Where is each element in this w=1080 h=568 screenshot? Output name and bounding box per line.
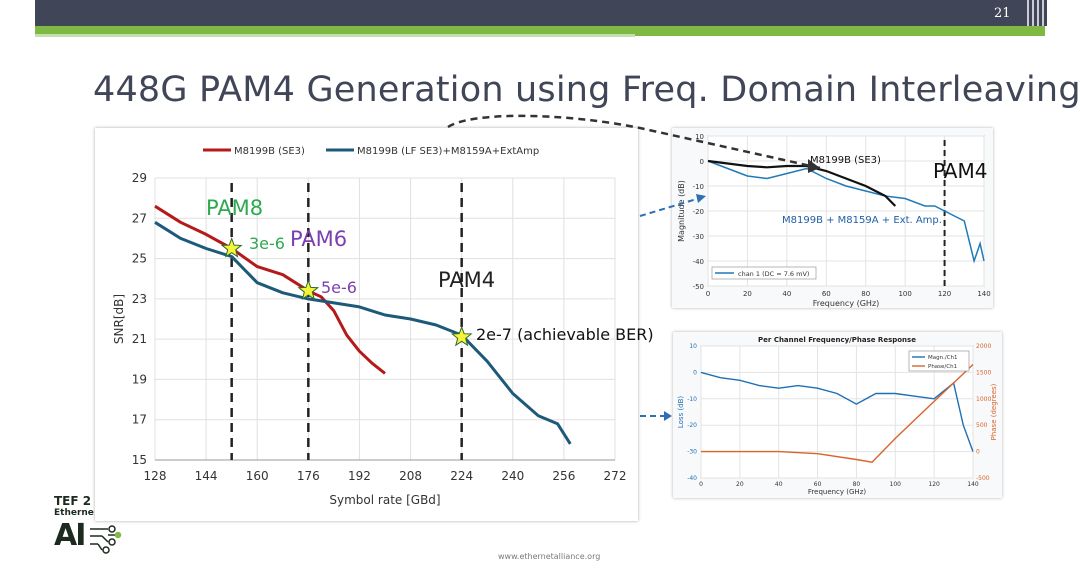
x-tick-label: 144 <box>195 469 218 483</box>
x-tick-label: 176 <box>297 469 320 483</box>
legend-label: M8199B (LF SE3)+M8159A+ExtAmp <box>357 146 539 157</box>
y2-tick-label: 500 <box>976 422 988 429</box>
y-tick-label: 21 <box>132 332 147 346</box>
green-accent-underline <box>35 34 635 37</box>
pam4-label: PAM4 <box>438 268 496 292</box>
y-tick-label: 19 <box>132 372 147 386</box>
y-tick-label: -20 <box>687 422 697 429</box>
pam6-label: PAM6 <box>290 227 348 251</box>
x-tick-label: 20 <box>736 481 744 488</box>
y-tick-label: 0 <box>700 158 704 166</box>
x-tick-label: 140 <box>977 290 990 298</box>
ber-star-marker <box>220 237 243 258</box>
y-tick-label: 0 <box>693 369 697 376</box>
legend-label: chan 1 (DC = 7.6 mV) <box>738 270 809 278</box>
footer-url: www.ethernetalliance.org <box>498 552 601 561</box>
x-tick-label: 60 <box>822 290 831 298</box>
x-tick-label: 80 <box>853 481 861 488</box>
x-tick-label: 192 <box>348 469 371 483</box>
legend-label: M8199B (SE3) <box>234 146 305 157</box>
y-axis-label: SNR[dB] <box>112 294 126 344</box>
y-tick-label: -50 <box>693 283 704 291</box>
x-tick-label: 20 <box>743 290 752 298</box>
ber-star-marker <box>297 279 320 301</box>
x-tick-label: 0 <box>706 290 710 298</box>
x-tick-label: 208 <box>399 469 422 483</box>
x-tick-label: 272 <box>604 469 627 483</box>
y-tick-label: 25 <box>132 252 147 266</box>
arrow-to-phase-head <box>664 411 672 421</box>
ber-pam4-label: 2e-7 (achievable BER) <box>476 325 654 344</box>
y-tick-label: 23 <box>132 292 147 306</box>
chart-title: Per Channel Frequency/Phase Response <box>758 336 916 344</box>
y2-tick-label: 2000 <box>976 343 991 350</box>
curve-label: M8199B (SE3) <box>810 155 881 166</box>
series-line-phase <box>701 363 974 463</box>
x-axis-label: Frequency (GHz) <box>813 299 880 308</box>
phase-chart: Per Channel Frequency/Phase Response100-… <box>677 336 998 496</box>
x-tick-label: 128 <box>144 469 167 483</box>
logo-text-2: Etherne <box>54 508 94 518</box>
y-tick-label: -10 <box>693 183 704 191</box>
snr-chart-card <box>95 128 638 521</box>
y-axis-label: Loss (dB) <box>677 396 685 429</box>
y-tick-label: 29 <box>132 171 147 185</box>
top-bar <box>35 0 1047 26</box>
pam4-label: PAM4 <box>933 159 987 183</box>
top-bar-stripes <box>1027 0 1045 26</box>
x-tick-label: 256 <box>552 469 575 483</box>
series-line-magnitude <box>700 371 974 452</box>
pam8-label: PAM8 <box>206 196 264 220</box>
y-tick-label: 10 <box>689 343 697 350</box>
y-tick-label: -10 <box>687 396 697 403</box>
y-tick-label: -20 <box>693 208 704 216</box>
magnitude-chart: 100-10-20-30-40-500 20 40 60 80 100 120 140Freq… <box>677 133 991 308</box>
tef-logo: TEF 2 Etherne AI <box>54 494 124 558</box>
y-tick-label: -40 <box>693 258 704 266</box>
y-tick-label: 27 <box>132 211 147 225</box>
circuit-icon <box>90 525 122 554</box>
y2-tick-label: -500 <box>976 475 990 482</box>
y-tick-label: 15 <box>132 453 147 467</box>
x-tick-label: 160 <box>246 469 269 483</box>
page-number: 21 <box>994 6 1011 21</box>
ber-star-marker <box>450 325 473 347</box>
x-axis-label: Frequency (GHz) <box>808 488 866 496</box>
x-tick-label: 224 <box>450 469 473 483</box>
y-tick-label: 17 <box>132 413 147 427</box>
y-tick-label: -30 <box>693 233 704 241</box>
x-tick-label: 80 <box>861 290 870 298</box>
x-tick-label: 140 <box>967 481 979 488</box>
x-tick-label: 240 <box>501 469 524 483</box>
x-tick-label: 120 <box>928 481 940 488</box>
x-tick-label: 120 <box>938 290 951 298</box>
x-tick-label: 0 <box>699 481 703 488</box>
green-accent-bar <box>35 26 1045 36</box>
x-tick-label: 40 <box>782 290 791 298</box>
legend-label: Phase/Ch1 <box>928 364 957 370</box>
curve-label: M8199B + M8159A + Ext. Amp. <box>782 215 942 226</box>
logo-text-3: AI <box>54 518 86 553</box>
slide-title: 448G PAM4 Generation using Freq. Domain … <box>93 70 1080 110</box>
ber-pam6-label: 5e-6 <box>321 278 357 297</box>
y2-tick-label: 1000 <box>976 396 991 403</box>
y2-axis-label: Phase (degrees) <box>990 383 998 440</box>
y-tick-label: -30 <box>687 449 697 456</box>
x-tick-label: 60 <box>814 481 822 488</box>
y-axis-label: Magnitude (dB) <box>677 180 686 242</box>
y-tick-label: 10 <box>695 133 704 141</box>
logo-text-1: TEF 2 <box>54 494 92 508</box>
x-tick-label: 100 <box>890 481 902 488</box>
x-tick-label: 40 <box>775 481 783 488</box>
x-tick-label: 100 <box>898 290 911 298</box>
ber-pam8-label: 3e-6 <box>249 234 285 253</box>
y2-tick-label: 0 <box>976 449 980 456</box>
legend-box <box>711 266 817 280</box>
legend-label: Magn./Ch1 <box>928 355 958 361</box>
y-tick-label: -40 <box>687 475 697 482</box>
x-axis-label: Symbol rate [GBd] <box>329 493 440 507</box>
y2-tick-label: 1500 <box>976 369 991 376</box>
